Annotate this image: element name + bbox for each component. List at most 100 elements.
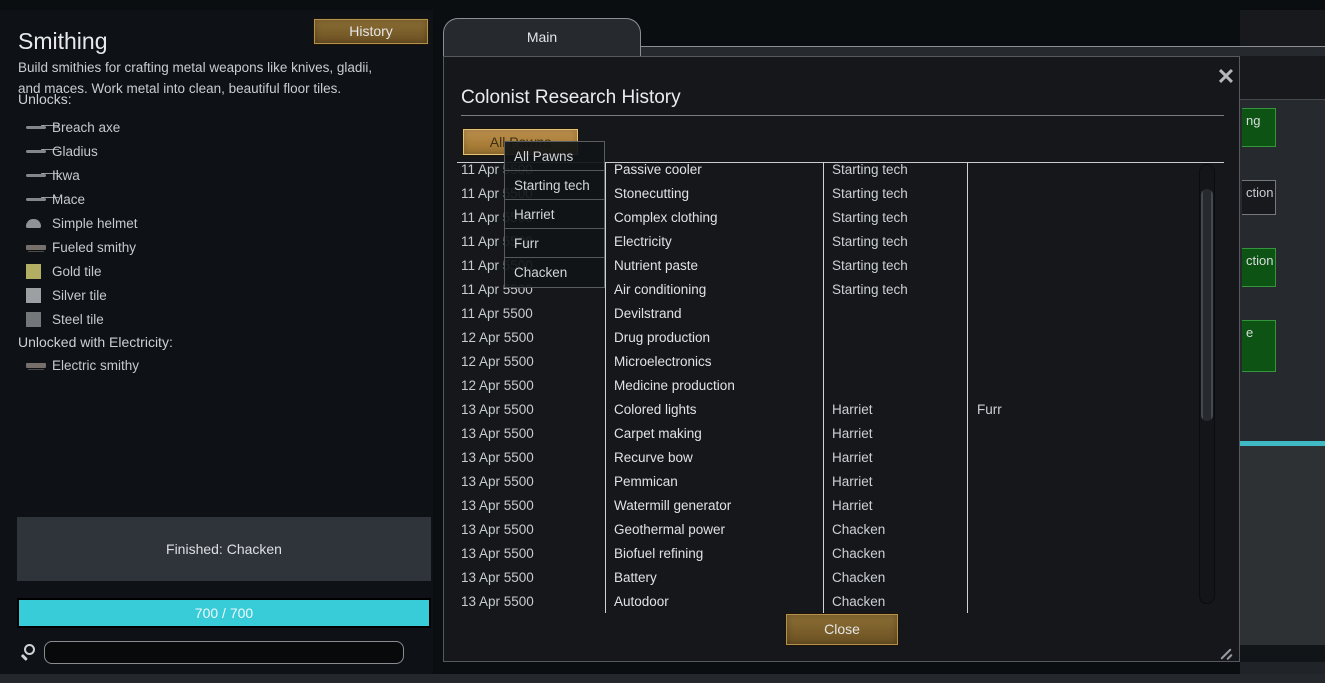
row-tech: Nutrient paste <box>614 258 699 273</box>
breach-axe-icon <box>26 125 46 129</box>
row-researcher: Harriet <box>832 402 873 417</box>
unlock-icon-wrap <box>26 149 50 153</box>
row-tech: Air conditioning <box>614 282 707 297</box>
table-row: 12 Apr 5500 Drug production <box>457 326 1224 350</box>
row-tech: Microelectronics <box>614 354 712 369</box>
research-description: Build smithies for crafting metal weapon… <box>18 57 372 99</box>
tab-main[interactable]: Main <box>443 18 641 56</box>
unlock-item: Simple helmet <box>26 211 406 235</box>
row-tech: Autodoor <box>614 594 669 609</box>
row-researcher: Chacken <box>832 594 886 609</box>
table-row: 13 Apr 5500 Watermill generator Harriet <box>457 494 1224 518</box>
history-button[interactable]: History <box>313 18 429 45</box>
research-node-partial[interactable]: ction <box>1242 180 1276 215</box>
dropdown-option-starting-tech[interactable]: Starting tech <box>505 171 604 200</box>
research-tree-footer <box>1240 662 1325 674</box>
research-description-line2: and maces. Work metal into clean, beauti… <box>18 81 342 96</box>
electricity-unlocks-list: Electric smithy <box>26 353 406 377</box>
row-tech: Battery <box>614 570 657 585</box>
unlock-label: Gladius <box>52 143 98 159</box>
unlock-label: Gold tile <box>52 263 102 279</box>
row-tech: Watermill generator <box>614 498 732 513</box>
column-divider <box>605 162 606 613</box>
dialog-tab-band <box>443 46 1325 56</box>
gold-tile-icon <box>26 263 41 279</box>
unlock-label: Steel tile <box>52 311 104 327</box>
row-tech: Geothermal power <box>614 522 726 537</box>
unlock-icon-wrap <box>26 218 50 228</box>
row-co-researcher: Furr <box>977 402 1002 417</box>
row-date: 12 Apr 5500 <box>461 378 534 393</box>
unlock-icon-wrap <box>26 197 50 201</box>
row-tech: Biofuel refining <box>614 546 704 561</box>
row-tech: Drug production <box>614 330 711 345</box>
row-researcher: Harriet <box>832 426 873 441</box>
table-row: 13 Apr 5500 Colored lights Harriet Furr <box>457 398 1224 422</box>
resize-handle-line <box>1226 653 1233 661</box>
unlock-item: Steel tile <box>26 307 406 331</box>
window-bottom-edge <box>0 674 1325 683</box>
ikwa-icon <box>26 173 46 177</box>
unlocks-list: Breach axe Gladius Ikwa Mace Simple helmet Fu… <box>26 115 406 331</box>
row-date: 13 Apr 5500 <box>461 402 534 417</box>
row-researcher: Starting tech <box>832 282 908 297</box>
row-date: 12 Apr 5500 <box>461 354 534 369</box>
research-info-panel: Smithing History Build smithies for craf… <box>0 10 433 674</box>
close-button[interactable]: Close <box>785 613 899 646</box>
table-row: 12 Apr 5500 Microelectronics <box>457 350 1224 374</box>
finished-banner: Finished: Chacken <box>17 517 431 581</box>
table-row: 13 Apr 5500 Biofuel refining Chacken <box>457 542 1224 566</box>
table-row: 13 Apr 5500 Geothermal power Chacken <box>457 518 1224 542</box>
research-tree-footer-dark <box>1240 645 1325 662</box>
unlock-item: Silver tile <box>26 283 406 307</box>
fueled-smithy-icon <box>26 244 46 250</box>
column-divider <box>823 162 824 613</box>
row-researcher: Harriet <box>832 474 873 489</box>
unlock-icon-wrap <box>26 244 50 250</box>
simple-helmet-icon <box>26 218 41 228</box>
scrollbar-thumb[interactable] <box>1201 189 1213 421</box>
research-description-line1: Build smithies for crafting metal weapon… <box>18 60 373 75</box>
row-date: 12 Apr 5500 <box>461 330 534 345</box>
table-scrollbar[interactable] <box>1199 164 1215 604</box>
row-researcher: Starting tech <box>832 186 908 201</box>
research-tree-accent-line <box>1240 441 1325 446</box>
table-row: 13 Apr 5500 Battery Chacken <box>457 566 1224 590</box>
search-input[interactable] <box>44 641 404 664</box>
column-divider <box>967 162 968 613</box>
resize-handle[interactable] <box>1219 647 1235 661</box>
row-tech: Devilstrand <box>614 306 682 321</box>
row-researcher: Chacken <box>832 570 886 585</box>
row-researcher: Harriet <box>832 450 873 465</box>
row-tech: Pemmican <box>614 474 678 489</box>
unlock-label: Breach axe <box>52 119 121 135</box>
unlock-item: Fueled smithy <box>26 235 406 259</box>
row-researcher: Starting tech <box>832 162 908 177</box>
row-researcher: Starting tech <box>832 258 908 273</box>
row-tech: Passive cooler <box>614 162 702 177</box>
table-row: 13 Apr 5500 Autodoor Chacken <box>457 590 1224 614</box>
unlock-icon-wrap <box>26 125 50 129</box>
research-project-title: Smithing <box>18 28 108 54</box>
dropdown-option-harriet[interactable]: Harriet <box>505 200 604 229</box>
silver-tile-icon <box>26 287 41 303</box>
research-node-partial[interactable]: ng <box>1242 108 1276 147</box>
dropdown-option-furr[interactable]: Furr <box>505 229 604 258</box>
unlock-label: Electric smithy <box>52 357 140 373</box>
research-progress-fill: 700 / 700 <box>19 600 429 626</box>
row-tech: Stonecutting <box>614 186 690 201</box>
row-tech: Recurve bow <box>614 450 693 465</box>
unlock-label: Simple helmet <box>52 215 138 231</box>
row-researcher: Starting tech <box>832 210 908 225</box>
row-date: 13 Apr 5500 <box>461 594 534 609</box>
row-date: 13 Apr 5500 <box>461 426 534 441</box>
row-tech: Complex clothing <box>614 210 718 225</box>
dropdown-option-chacken[interactable]: Chacken <box>514 265 568 280</box>
research-node-partial[interactable]: e <box>1242 320 1276 372</box>
close-icon[interactable]: ✕ <box>1216 64 1236 89</box>
mace-icon <box>26 197 46 201</box>
dropdown-option-all-pawns[interactable]: All Pawns <box>505 142 604 171</box>
unlock-label: Fueled smithy <box>52 239 137 255</box>
research-node-partial[interactable]: ction <box>1242 248 1276 287</box>
